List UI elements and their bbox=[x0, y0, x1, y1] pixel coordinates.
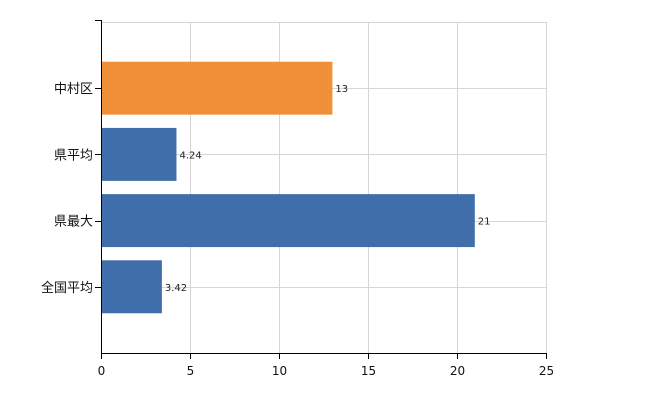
x-tick-label: 10 bbox=[272, 364, 287, 378]
bar-4 bbox=[101, 260, 162, 314]
axes bbox=[95, 20, 547, 359]
x-tick-label: 25 bbox=[539, 364, 554, 378]
x-tick-label: 20 bbox=[450, 364, 465, 378]
category-label: 県平均 bbox=[54, 148, 93, 163]
category-label: 全国平均 bbox=[41, 280, 93, 296]
bar-value-label: 13 bbox=[335, 84, 348, 95]
bar-value-label: 4.24 bbox=[179, 150, 201, 161]
bar-3 bbox=[101, 194, 475, 248]
labels: 13 中村区 4.24 県平均 21 県最大 3.42 全国平均 0 5 10 15 20 25 bbox=[41, 82, 554, 378]
x-tick-label: 5 bbox=[187, 364, 195, 378]
x-tick-label: 0 bbox=[98, 364, 106, 378]
bar-2 bbox=[101, 127, 177, 181]
bar-1 bbox=[101, 61, 333, 115]
bar-value-label: 21 bbox=[478, 217, 491, 228]
x-tick-label: 15 bbox=[361, 364, 376, 378]
bars bbox=[101, 61, 475, 314]
category-label: 中村区 bbox=[54, 82, 93, 97]
category-label: 県最大 bbox=[54, 215, 93, 230]
bar-value-label: 3.42 bbox=[165, 283, 187, 294]
